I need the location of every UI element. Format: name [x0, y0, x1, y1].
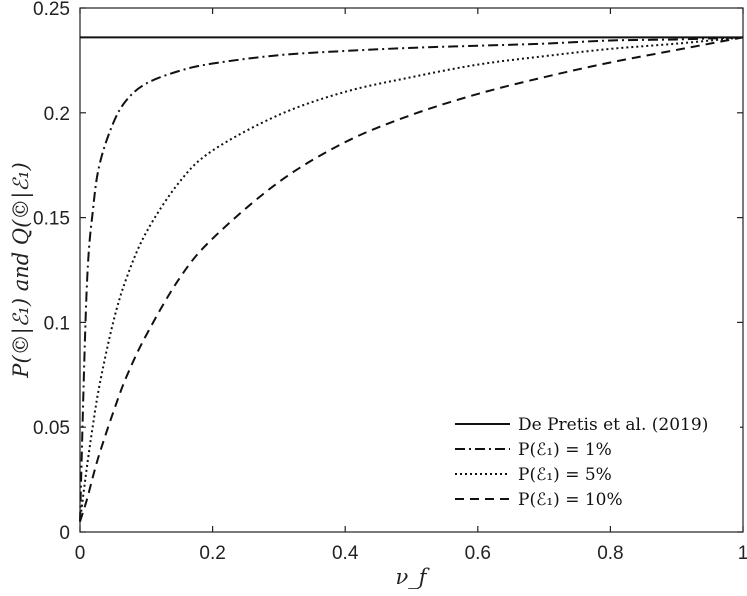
x-tick-label: 0 — [75, 543, 86, 564]
x-tick-label: 0.2 — [199, 543, 225, 564]
legend-label-1pct: P(ℰ₁) = 1% — [518, 440, 612, 460]
y-tick-label: 0.1 — [44, 313, 70, 334]
series-1pct-line — [79, 36, 744, 522]
y-tick-label: 0.15 — [33, 209, 70, 230]
x-tick-label: 0.6 — [465, 543, 491, 564]
y-axis-label: P(©|ℰ₁) and Q(©|ℰ₁) — [9, 162, 34, 378]
series-5pct-line — [79, 36, 744, 522]
legend-label-10pct: P(ℰ₁) = 10% — [518, 490, 623, 510]
series-group — [79, 36, 744, 522]
legend-label-de-pretis: De Pretis et al. (2019) — [518, 415, 708, 435]
x-axis-label: ν_f — [395, 565, 429, 589]
axis-ticks: 0 0.2 0.4 0.6 0.8 1 0 0.05 0.1 0.15 0.2 0.25 — [33, 0, 747, 564]
x-tick-label: 0.8 — [597, 543, 623, 564]
y-tick-label: 0 — [59, 523, 70, 544]
y-tick-label: 0.25 — [33, 0, 70, 20]
y-tick-label: 0.2 — [44, 104, 70, 125]
x-tick-label: 1 — [738, 543, 747, 564]
y-tick-label: 0.05 — [33, 418, 70, 439]
x-tick-label: 0.4 — [332, 543, 359, 564]
legend-label-5pct: P(ℰ₁) = 5% — [518, 465, 612, 485]
legend: De Pretis et al. (2019) P(ℰ₁) = 1% P(ℰ₁)… — [443, 405, 740, 525]
